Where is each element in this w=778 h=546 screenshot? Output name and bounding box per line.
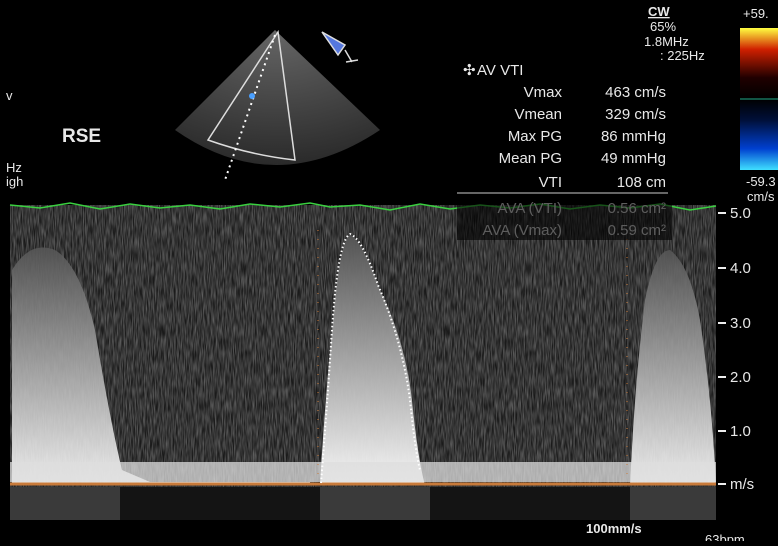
marker: ✣ bbox=[463, 62, 476, 79]
scale-unit: m/s bbox=[730, 476, 754, 493]
below-baseline bbox=[120, 487, 320, 520]
measurement-value: 49 mmHg bbox=[601, 150, 666, 167]
color-scale-top: +59. bbox=[743, 6, 769, 21]
focus-marker bbox=[249, 93, 255, 99]
measurement-value: 108 cm bbox=[617, 174, 666, 191]
gain: 65% bbox=[650, 19, 676, 34]
prf: : 225Hz bbox=[660, 48, 705, 63]
ultrasound-screen: 5.0 4.0 3.0 2.0 1.0 m/s v Hz igh RSE CW … bbox=[0, 0, 778, 541]
measurement-value: 86 mmHg bbox=[601, 128, 666, 145]
measurement-label: Mean PG bbox=[499, 150, 562, 167]
measurement-label: Vmax bbox=[524, 84, 563, 101]
below-baseline bbox=[430, 487, 630, 520]
scale-label: 1.0 bbox=[730, 423, 751, 440]
fragment: Hz bbox=[6, 160, 22, 175]
measurement-value: 463 cm/s bbox=[605, 84, 666, 101]
sweep-speed: 100mm/s bbox=[586, 521, 642, 536]
mode: CW bbox=[648, 4, 670, 19]
heart-rate: 63bpm bbox=[705, 532, 745, 541]
frequency: 1.8MHz bbox=[644, 34, 689, 49]
scale-label: 2.0 bbox=[730, 369, 751, 386]
fragment: igh bbox=[6, 174, 23, 189]
fragment: v bbox=[6, 88, 13, 103]
measurement-label: Vmean bbox=[514, 106, 562, 123]
measurement-value: 329 cm/s bbox=[605, 106, 666, 123]
measurement-label: VTI bbox=[539, 174, 562, 191]
color-scale-bottom: -59.3 bbox=[746, 174, 776, 189]
view-label: RSE bbox=[62, 126, 101, 147]
scale-label: 4.0 bbox=[730, 260, 751, 277]
color-scale-unit: cm/s bbox=[747, 189, 775, 204]
scale-label: 5.0 bbox=[730, 205, 751, 222]
clutter-band bbox=[10, 462, 716, 482]
ava-bg bbox=[457, 195, 672, 240]
measurement-title: AV VTI bbox=[477, 62, 523, 79]
measurement-label: Max PG bbox=[508, 128, 562, 145]
scale-label: 3.0 bbox=[730, 315, 751, 332]
